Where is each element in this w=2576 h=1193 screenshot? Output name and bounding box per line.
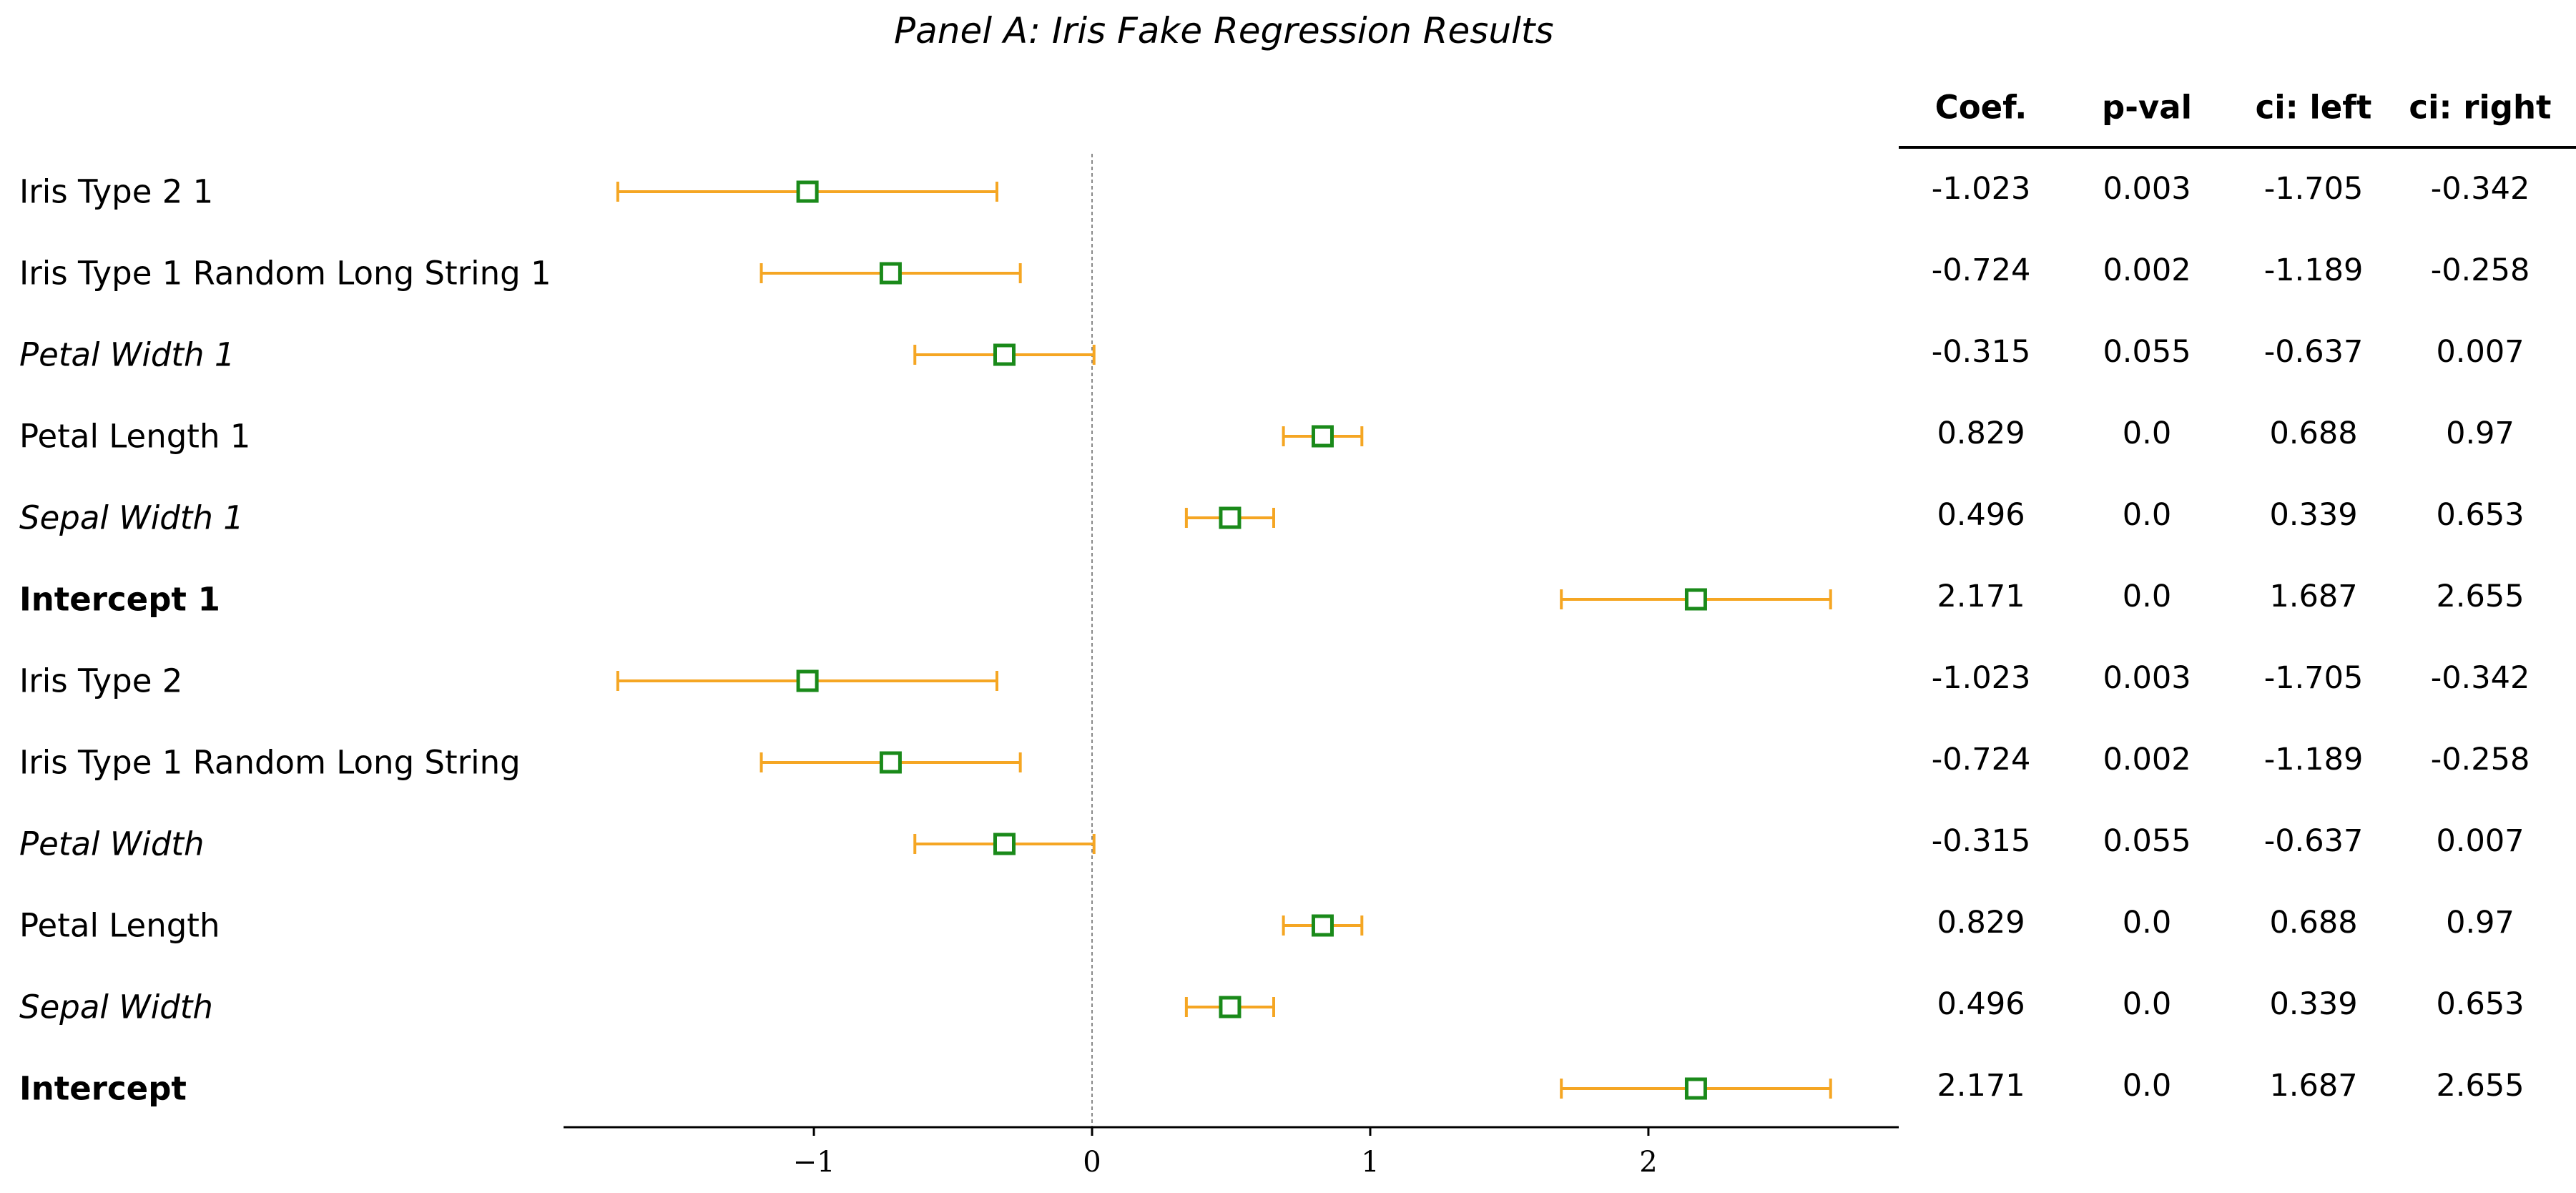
table-cell-ci-right: -0.258: [2430, 742, 2530, 777]
table-header: ci: right: [2409, 88, 2552, 127]
table-cell-ci-left: 0.339: [2269, 497, 2358, 533]
coef-marker: [879, 262, 902, 285]
coef-marker: [993, 833, 1016, 855]
coef-marker: [1311, 914, 1334, 937]
table-cell-ci-left: 0.688: [2269, 416, 2358, 451]
table-cell-coef: -0.724: [1931, 252, 2031, 288]
coef-marker: [1684, 588, 1707, 611]
table-cell-coef: -0.315: [1931, 823, 2031, 859]
table-cell-ci-right: 2.655: [2436, 579, 2525, 614]
coef-marker: [1311, 425, 1334, 448]
table-cell-ci-left: 1.687: [2269, 579, 2358, 614]
coef-marker: [1684, 1077, 1707, 1100]
table-cell-coef: -1.023: [1931, 171, 2031, 207]
table-cell-pval: 0.002: [2103, 252, 2191, 288]
row-label: Iris Type 1 Random Long String 1: [19, 254, 551, 293]
table-cell-ci-left: 0.688: [2269, 905, 2358, 941]
table-cell-ci-left: -1.705: [2263, 660, 2364, 696]
table-cell-ci-right: 0.97: [2446, 416, 2514, 451]
coef-marker: [1219, 996, 1242, 1018]
coef-marker: [796, 669, 819, 692]
table-cell-coef: 0.829: [1937, 416, 2025, 451]
row-label: Petal Width 1: [19, 335, 235, 374]
table-cell-coef: 0.496: [1937, 986, 2025, 1022]
coef-marker: [993, 343, 1016, 366]
table-cell-pval: 0.0: [2122, 1068, 2172, 1104]
row-label: Petal Length: [19, 906, 220, 945]
table-cell-ci-left: -0.637: [2263, 334, 2364, 370]
table-cell-pval: 0.003: [2103, 660, 2191, 696]
table-cell-pval: 0.003: [2103, 171, 2191, 207]
row-label: Intercept: [19, 1069, 187, 1108]
row-label: Iris Type 2 1: [19, 172, 214, 211]
coef-marker: [1219, 506, 1242, 529]
table-cell-ci-left: -1.189: [2263, 252, 2364, 288]
table-cell-ci-right: 2.655: [2436, 1068, 2525, 1104]
row-label: Sepal Width: [19, 988, 213, 1026]
table-cell-coef: 2.171: [1937, 579, 2025, 614]
table-cell-coef: -1.023: [1931, 660, 2031, 696]
table-cell-ci-right: 0.007: [2436, 823, 2525, 859]
table-cell-coef: 0.829: [1937, 905, 2025, 941]
coef-marker: [879, 751, 902, 774]
x-tick-label: 2: [1639, 1146, 1657, 1179]
table-cell-pval: 0.055: [2103, 823, 2191, 859]
table-cell-coef: 2.171: [1937, 1068, 2025, 1104]
x-tick-label: 0: [1083, 1146, 1101, 1179]
table-cell-ci-right: -0.342: [2430, 171, 2530, 207]
chart-title: Panel A: Iris Fake Regression Results: [894, 10, 1554, 51]
table-cell-pval: 0.055: [2103, 334, 2191, 370]
row-label: Iris Type 1 Random Long String: [19, 743, 521, 782]
row-label: Petal Width: [19, 825, 205, 863]
table-cell-ci-right: 0.007: [2436, 334, 2525, 370]
table-cell-ci-right: -0.258: [2430, 252, 2530, 288]
table-cell-ci-right: 0.653: [2436, 497, 2525, 533]
row-label: Intercept 1: [19, 580, 220, 619]
table-header: ci: left: [2255, 88, 2372, 127]
table-cell-ci-left: 1.687: [2269, 1068, 2358, 1104]
table-cell-coef: -0.724: [1931, 742, 2031, 777]
row-label: Sepal Width 1: [19, 499, 244, 537]
table-cell-pval: 0.0: [2122, 579, 2172, 614]
x-tick-label: −1: [793, 1146, 835, 1179]
coef-marker: [796, 180, 819, 203]
table-cell-pval: 0.0: [2122, 986, 2172, 1022]
x-tick-label: 1: [1361, 1146, 1379, 1179]
table-cell-pval: 0.0: [2122, 416, 2172, 451]
table-cell-ci-right: 0.97: [2446, 905, 2514, 941]
table-cell-ci-left: -1.705: [2263, 171, 2364, 207]
row-label: Petal Length 1: [19, 417, 251, 456]
table-header: p-val: [2101, 88, 2193, 127]
table-cell-ci-left: -0.637: [2263, 823, 2364, 859]
row-label: Iris Type 2: [19, 662, 183, 700]
table-cell-coef: 0.496: [1937, 497, 2025, 533]
table-cell-ci-left: 0.339: [2269, 986, 2358, 1022]
table-cell-coef: -0.315: [1931, 334, 2031, 370]
table-cell-ci-left: -1.189: [2263, 742, 2364, 777]
table-cell-pval: 0.002: [2103, 742, 2191, 777]
table-header: Coef.: [1935, 88, 2027, 127]
table-cell-pval: 0.0: [2122, 497, 2172, 533]
table-cell-ci-right: 0.653: [2436, 986, 2525, 1022]
table-cell-ci-right: -0.342: [2430, 660, 2530, 696]
table-cell-pval: 0.0: [2122, 905, 2172, 941]
